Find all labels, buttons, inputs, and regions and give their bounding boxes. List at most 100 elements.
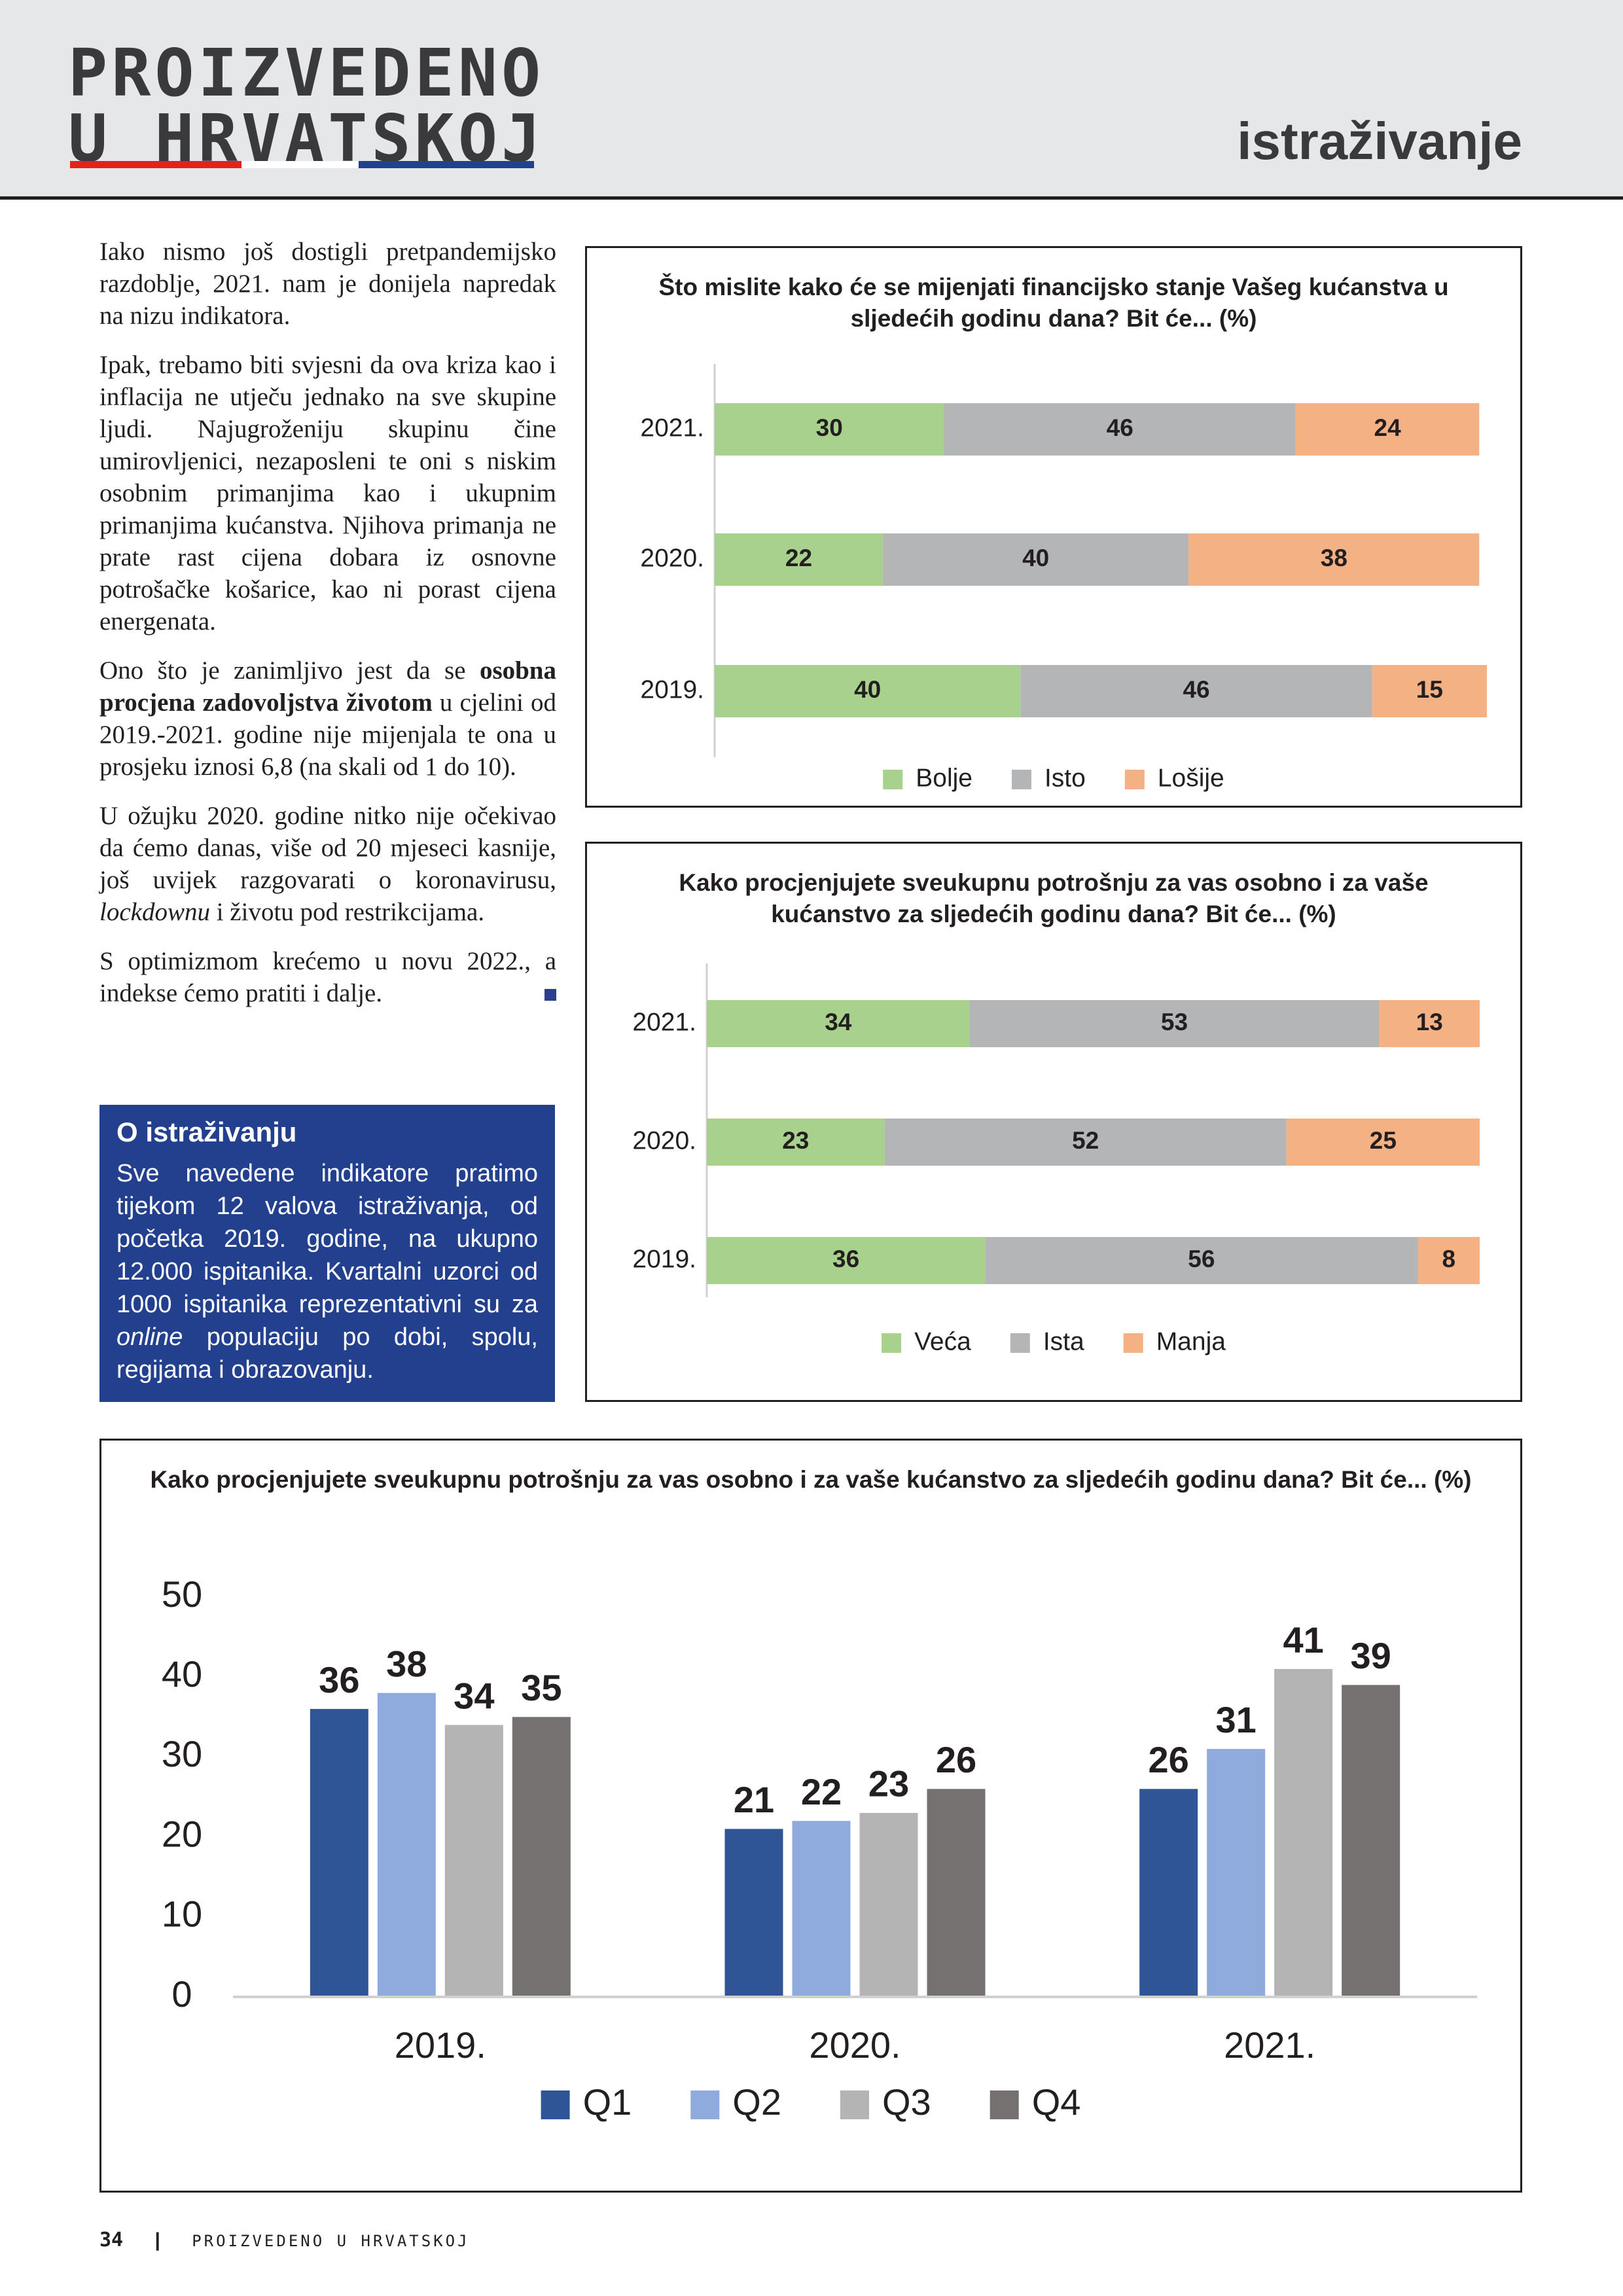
x-tick-label: 2020. [809,2024,901,2066]
category-label: 2019. [640,675,704,704]
data-label: 23 [782,1127,809,1154]
legend-swatch [1123,1333,1143,1353]
text: U ožujku 2020. godine nitko nije očekiva… [99,802,556,894]
bar-segment [985,1237,1418,1284]
legend-swatch [1011,770,1031,789]
text: Sve navedene indikatore pratimo tijekom … [116,1160,538,1318]
bar-segment [707,1000,970,1047]
data-label: 40 [854,676,881,703]
section-title: istraživanje [1237,112,1522,170]
text: Iako nismo još dostigli pretpandemijsko … [99,238,556,330]
data-label: 8 [1442,1246,1455,1272]
chart-panel: Kako procjenjujete sveukupnu potrošnju z… [99,1439,1522,2193]
bold-text: osobna procjena zadovoljstva životom [99,656,556,717]
legend-label: Q2 [732,2081,781,2123]
bar [859,1812,918,1997]
bar [310,1709,368,1997]
category-label: 2021. [632,1008,696,1036]
article: Iako nismo još dostigli pretpandemijsko … [99,236,556,1026]
legend: Q1 Q2 Q3 Q4 [541,2081,1081,2123]
text: u cjelini od 2019.-2021. godine nije mij… [99,689,557,781]
bar-segment [707,1237,986,1284]
italic-text: lockdownu [99,898,210,926]
x-tick-label: 2019. [395,2024,486,2066]
legend-label: Q1 [583,2081,632,2123]
paragraph: Ono što je zanimljivo jest da se osobna … [99,655,556,783]
data-label: 39 [1351,1635,1391,1676]
data-label: 21 [734,1779,774,1820]
y-tick-label: 20 [162,1813,202,1854]
data-label: 22 [785,545,812,571]
legend-swatch [541,2090,570,2119]
y-tick-label: 0 [171,1973,192,2015]
legend-label: Manja [1156,1327,1226,1355]
chart-title: Što mislite kako će se mijenjati financi… [658,274,1449,332]
bar-segment [1286,1119,1480,1166]
category-label: 2020. [632,1126,696,1155]
chart-panel: Kako procjenjujete sveukupnu potrošnju z… [585,842,1522,1402]
footer: 34 | PROIZVEDENO U HRVATSKOJ [99,2229,470,2251]
paragraph: U ožujku 2020. godine nitko nije očekiva… [99,800,556,928]
data-label: 56 [1188,1246,1215,1272]
legend-swatch [690,2090,720,2119]
text: i životu pod restrikcijama. [209,898,485,926]
x-tick-label: 2021. [1224,2024,1315,2066]
data-label: 34 [825,1009,852,1035]
bar [724,1829,783,1997]
y-tick-label: 50 [162,1573,202,1615]
text: S optimizmom krećemo u novu 2022., a ind… [99,947,556,1007]
category-label: 2021. [640,414,704,442]
data-label: 46 [1183,676,1209,703]
bar-segment [1418,1237,1480,1284]
text: Ipak, trebamo biti svjesni da ova kriza … [99,351,556,636]
legend-label: Isto [1044,764,1086,792]
legend-swatch [882,1333,902,1353]
chart: 2021. 34 53 13 2020. 23 52 25 2019. 36 56 8 Veća Ista… [632,963,1480,1355]
legend-label: Q4 [1032,2081,1081,2123]
legend-swatch [990,2090,1019,2119]
legend: Veća Ista Manja [882,1327,1226,1355]
data-label: 36 [832,1246,859,1272]
bar-segment [944,403,1296,456]
bar-segment [715,403,944,456]
logo-stripe [359,161,534,168]
legend-label: Ista [1043,1327,1084,1355]
legend-label: Veća [914,1327,971,1355]
data-label: 26 [936,1739,976,1780]
bar-segment [715,533,883,586]
italic-text: online [116,1323,183,1351]
bar-segment [883,533,1189,586]
chart-panel: Što mislite kako će se mijenjati financi… [585,246,1522,808]
data-label: 24 [1374,414,1402,441]
header: PROIZVEDENO U HRVATSKOJ istraživanje [0,0,1623,200]
paragraph: Iako nismo još dostigli pretpandemijsko … [99,236,556,332]
logo-line: PROIZVEDENO [68,35,545,111]
bar-segment [715,665,1021,717]
page-number: 34 [99,2229,124,2251]
bar [377,1693,436,1997]
data-label: 13 [1416,1009,1443,1035]
bar [1274,1668,1333,1997]
category-label: 2020. [640,544,704,572]
data-label: 41 [1283,1619,1324,1660]
data-label: 34 [454,1675,494,1716]
chart: 2021. 30 46 24 2020. 22 40 38 2019. 40 46 15 Bolje Is… [640,364,1487,792]
bar-segment [1188,533,1480,586]
logo-stripe [241,161,359,168]
data-label: 31 [1216,1699,1257,1740]
data-label: 38 [386,1643,427,1684]
info-title: O istraživanju [116,1117,297,1147]
bar [1207,1749,1266,1997]
bar [792,1821,851,1997]
separator: | [154,2229,160,2251]
data-label: 22 [801,1771,842,1812]
data-label: 36 [319,1659,359,1700]
bar-segment [1295,403,1480,456]
data-label: 23 [868,1763,909,1804]
data-label: 25 [1370,1127,1397,1154]
info-body: Sve navedene indikatore pratimo tijekom … [116,1157,538,1386]
data-label: 52 [1072,1127,1099,1154]
text: populaciju po dobi, spolu, regijama i ob… [116,1323,538,1384]
bar [512,1717,571,1997]
